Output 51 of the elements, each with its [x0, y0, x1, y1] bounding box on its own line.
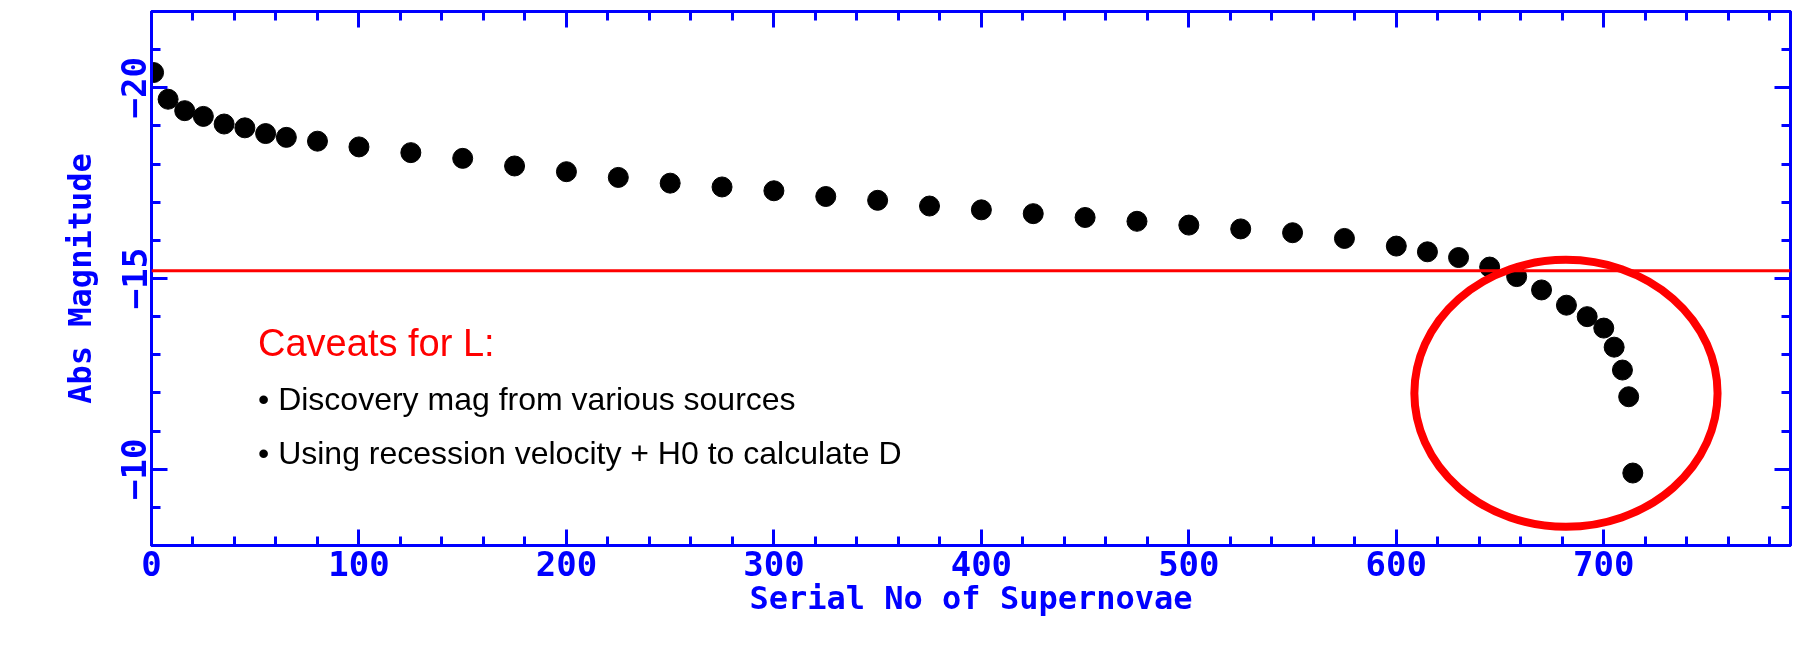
point: [1126, 210, 1148, 232]
point: [1555, 294, 1577, 316]
point: [1618, 386, 1640, 408]
x-tick-label: 200: [535, 543, 598, 584]
point: [1531, 279, 1553, 301]
point: [1022, 203, 1044, 225]
point: [234, 117, 256, 139]
point: [1333, 227, 1355, 249]
point: [1448, 247, 1470, 268]
point: [1603, 336, 1625, 358]
y-tick-label: −20: [114, 57, 155, 119]
point: [1622, 462, 1644, 484]
point: [157, 88, 179, 110]
point: [555, 161, 577, 183]
point: [1385, 235, 1407, 257]
annotation: • Using recession velocity + H0 to calculate D: [258, 434, 902, 471]
point: [255, 123, 277, 145]
point: [1416, 241, 1438, 263]
point: [504, 155, 526, 177]
point: [815, 186, 837, 207]
point: [763, 180, 785, 202]
point: [607, 166, 629, 188]
point: [174, 100, 196, 122]
point: [711, 176, 733, 198]
annotation: Caveats for L:: [258, 321, 495, 364]
x-tick-label: 100: [328, 543, 390, 584]
point: [659, 172, 681, 194]
point: [1611, 359, 1633, 381]
point: [275, 126, 297, 148]
point: [1282, 222, 1304, 244]
point: [452, 147, 474, 169]
point: [1074, 206, 1096, 228]
point: [348, 136, 370, 158]
point: [1178, 214, 1200, 236]
point: [867, 189, 889, 211]
y-tick-label: −15: [114, 247, 155, 310]
y-axis-title: Abs Magnitude: [60, 153, 99, 404]
annotation: • Discovery mag from various sources: [258, 381, 796, 418]
point: [1576, 306, 1598, 328]
y-tick-label: −10: [114, 438, 155, 500]
point: [1230, 218, 1252, 240]
x-tick-label: 700: [1573, 543, 1635, 584]
point: [192, 105, 214, 127]
point: [306, 130, 328, 152]
point: [400, 142, 422, 164]
point: [970, 199, 992, 221]
x-tick-label: 600: [1365, 543, 1428, 584]
point: [1593, 317, 1615, 339]
x-tick-label: 0: [141, 543, 162, 584]
point: [919, 195, 941, 217]
point: [213, 113, 235, 135]
